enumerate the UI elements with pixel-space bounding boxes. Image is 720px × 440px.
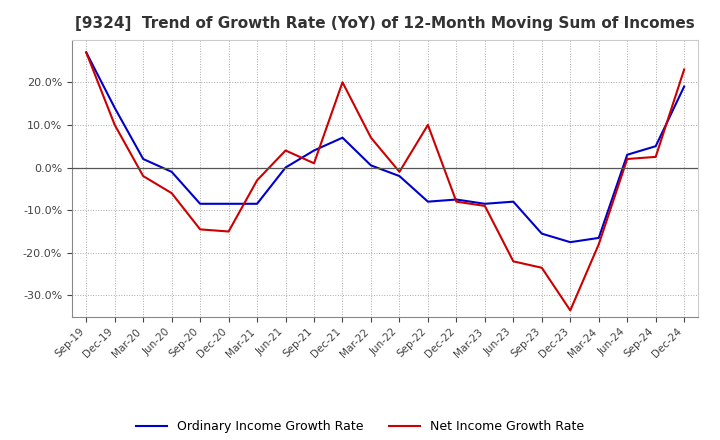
Ordinary Income Growth Rate — [167, 169, 176, 174]
Net Income Growth Rate — [167, 191, 176, 196]
Net Income Growth Rate — [395, 169, 404, 174]
Ordinary Income Growth Rate — [423, 199, 432, 204]
Net Income Growth Rate — [366, 135, 375, 140]
Ordinary Income Growth Rate — [110, 105, 119, 110]
Net Income Growth Rate — [566, 308, 575, 313]
Net Income Growth Rate — [595, 242, 603, 247]
Ordinary Income Growth Rate — [139, 156, 148, 161]
Ordinary Income Growth Rate — [623, 152, 631, 158]
Net Income Growth Rate — [423, 122, 432, 128]
Ordinary Income Growth Rate — [537, 231, 546, 236]
Net Income Growth Rate — [652, 154, 660, 160]
Ordinary Income Growth Rate — [652, 143, 660, 149]
Ordinary Income Growth Rate — [452, 197, 461, 202]
Net Income Growth Rate — [680, 67, 688, 72]
Ordinary Income Growth Rate — [395, 173, 404, 179]
Net Income Growth Rate — [452, 199, 461, 204]
Line: Net Income Growth Rate: Net Income Growth Rate — [86, 52, 684, 310]
Ordinary Income Growth Rate — [196, 201, 204, 206]
Net Income Growth Rate — [338, 80, 347, 85]
Net Income Growth Rate — [225, 229, 233, 234]
Net Income Growth Rate — [139, 173, 148, 179]
Ordinary Income Growth Rate — [366, 163, 375, 168]
Net Income Growth Rate — [82, 50, 91, 55]
Net Income Growth Rate — [480, 203, 489, 209]
Ordinary Income Growth Rate — [566, 239, 575, 245]
Net Income Growth Rate — [310, 161, 318, 166]
Legend: Ordinary Income Growth Rate, Net Income Growth Rate: Ordinary Income Growth Rate, Net Income … — [131, 415, 589, 438]
Net Income Growth Rate — [196, 227, 204, 232]
Ordinary Income Growth Rate — [310, 148, 318, 153]
Ordinary Income Growth Rate — [680, 84, 688, 89]
Ordinary Income Growth Rate — [82, 50, 91, 55]
Ordinary Income Growth Rate — [480, 201, 489, 206]
Net Income Growth Rate — [110, 122, 119, 128]
Ordinary Income Growth Rate — [509, 199, 518, 204]
Line: Ordinary Income Growth Rate: Ordinary Income Growth Rate — [86, 52, 684, 242]
Ordinary Income Growth Rate — [595, 235, 603, 241]
Title: [9324]  Trend of Growth Rate (YoY) of 12-Month Moving Sum of Incomes: [9324] Trend of Growth Rate (YoY) of 12-… — [76, 16, 695, 32]
Net Income Growth Rate — [509, 259, 518, 264]
Ordinary Income Growth Rate — [282, 165, 290, 170]
Net Income Growth Rate — [282, 148, 290, 153]
Net Income Growth Rate — [537, 265, 546, 271]
Ordinary Income Growth Rate — [338, 135, 347, 140]
Net Income Growth Rate — [623, 156, 631, 161]
Ordinary Income Growth Rate — [253, 201, 261, 206]
Net Income Growth Rate — [253, 178, 261, 183]
Ordinary Income Growth Rate — [225, 201, 233, 206]
